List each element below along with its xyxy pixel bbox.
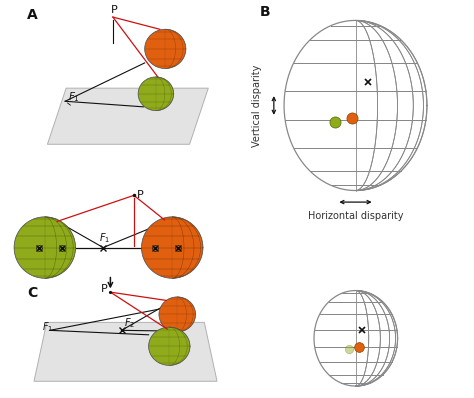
Ellipse shape: [142, 217, 203, 278]
Text: P: P: [101, 284, 108, 294]
Text: $F_2$: $F_2$: [124, 316, 135, 330]
Ellipse shape: [145, 29, 186, 68]
Text: P: P: [110, 5, 117, 15]
Text: Horizontal disparity: Horizontal disparity: [308, 211, 403, 221]
Text: $F_1$: $F_1$: [68, 91, 80, 104]
Text: P: P: [137, 190, 144, 200]
Ellipse shape: [14, 217, 75, 278]
Text: A: A: [27, 8, 37, 22]
Polygon shape: [34, 322, 217, 381]
Text: B: B: [260, 5, 271, 19]
Text: $F_1$: $F_1$: [99, 231, 110, 245]
Ellipse shape: [138, 77, 173, 111]
Ellipse shape: [149, 327, 190, 365]
Text: $F_1$: $F_1$: [42, 320, 53, 334]
Text: C: C: [27, 286, 38, 300]
Polygon shape: [47, 88, 208, 144]
Text: Vertical disparity: Vertical disparity: [252, 64, 262, 146]
Ellipse shape: [159, 297, 196, 332]
